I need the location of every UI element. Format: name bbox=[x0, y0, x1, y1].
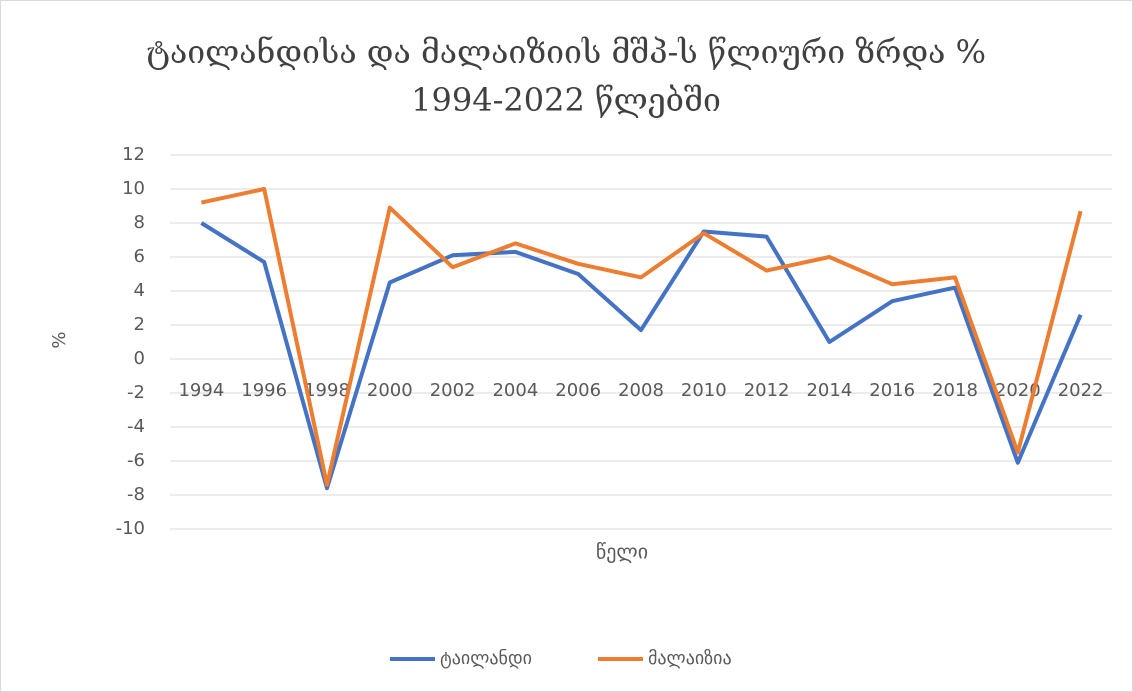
y-tick-label: -2 bbox=[127, 382, 145, 403]
x-tick-label: 1994 bbox=[178, 380, 224, 401]
chart-title: ტაილანდისა და მალაიზიის მშპ-ს წლიური ზრდ… bbox=[146, 33, 986, 119]
x-tick-label: 2014 bbox=[806, 380, 852, 401]
x-tick-label: 2008 bbox=[618, 380, 664, 401]
x-tick-label: 2002 bbox=[430, 380, 476, 401]
x-tick-label: 2010 bbox=[681, 380, 727, 401]
x-tick-label: 2020 bbox=[995, 380, 1041, 401]
x-axis-title: წელი bbox=[596, 540, 648, 564]
x-tick-label: 2004 bbox=[492, 380, 538, 401]
y-tick-label: 4 bbox=[134, 280, 145, 301]
y-tick-label: -10 bbox=[116, 518, 145, 539]
y-tick-label: 6 bbox=[134, 246, 145, 267]
y-tick-label: -8 bbox=[127, 484, 145, 505]
series-line bbox=[200, 187, 1083, 487]
y-tick-label: 8 bbox=[134, 212, 145, 233]
x-tick-label: 2006 bbox=[555, 380, 601, 401]
x-tick-label: 2016 bbox=[869, 380, 915, 401]
legend-label: ტაილანდი bbox=[440, 648, 532, 669]
x-tick-label: 2022 bbox=[1058, 380, 1104, 401]
legend-label: მალაიზია bbox=[648, 648, 732, 669]
x-tick-label: 1996 bbox=[241, 380, 287, 401]
y-axis-title: % bbox=[49, 331, 70, 348]
y-tick-label: -4 bbox=[127, 416, 145, 437]
x-tick-label: 2012 bbox=[744, 380, 790, 401]
y-tick-label: -6 bbox=[127, 450, 145, 471]
series-line bbox=[200, 221, 1083, 491]
y-tick-label: 12 bbox=[122, 144, 145, 165]
x-tick-label: 1998 bbox=[304, 380, 350, 401]
y-tick-label: 10 bbox=[122, 178, 145, 199]
y-tick-label: 0 bbox=[134, 348, 145, 369]
x-tick-label: 2000 bbox=[367, 380, 413, 401]
x-tick-label: 2018 bbox=[932, 380, 978, 401]
y-tick-label: 2 bbox=[134, 314, 145, 335]
